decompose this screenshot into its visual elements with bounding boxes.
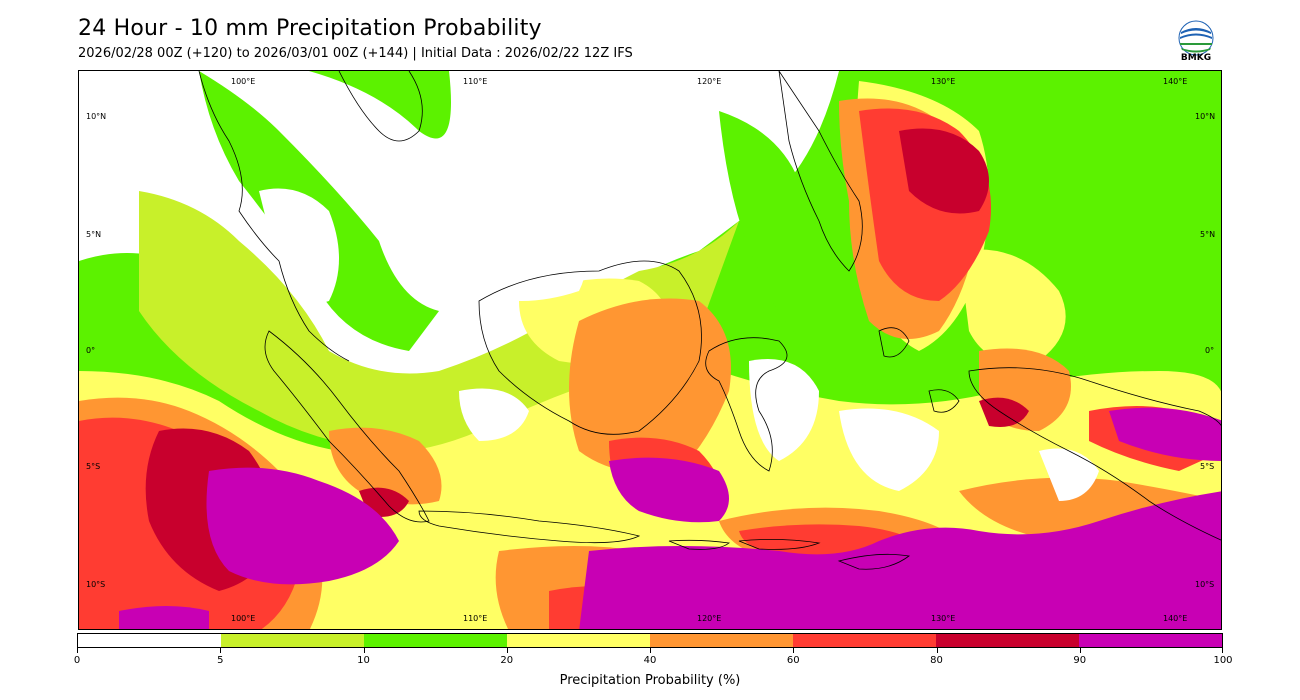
colorbar-tick-label: 20 [500,655,514,666]
map-canvas: 100°E 110°E 120°E 130°E 140°E 100°E 110°… [79,71,1221,629]
colorbar-tick-label: 5 [217,655,224,666]
lon-label-top: 100°E [231,77,255,86]
lat-label-right: 5°S [1200,462,1214,471]
map-subtitle: 2026/02/28 00Z (+120) to 2026/03/01 00Z … [78,46,633,61]
colorbar-tick [936,648,938,653]
colorbar-tick [1079,648,1081,653]
lat-label-right: 10°N [1195,112,1215,121]
lon-label-top: 130°E [931,77,955,86]
colorbar-tick-label: 90 [1073,655,1087,666]
colorbar-tick-label: 40 [643,655,657,666]
colorbar-segment [221,634,364,647]
colorbar-tick [363,648,365,653]
colorbar-segment [364,634,507,647]
lon-label-bottom: 140°E [1163,614,1187,623]
bmkg-logo-text: BMKG [1180,53,1212,63]
colorbar-segment [936,634,1079,647]
probability-colorbar [77,633,1223,648]
lat-label-right: 5°N [1200,230,1215,239]
colorbar-tick [220,648,222,653]
probability-field [79,71,1221,629]
colorbar-tick [506,648,508,653]
lat-label-right: 0° [1205,346,1214,355]
coastlines [198,71,1221,570]
probability-map[interactable]: 100°E 110°E 120°E 130°E 140°E 100°E 110°… [78,70,1222,630]
lat-label-left: 5°S [86,462,100,471]
lon-label-top: 110°E [463,77,487,86]
map-title: 24 Hour - 10 mm Precipitation Probabilit… [78,16,542,41]
colorbar-tick-label: 10 [357,655,370,666]
colorbar-segment [793,634,936,647]
colorbar-title: Precipitation Probability (%) [559,673,741,688]
lat-label-left: 0° [86,346,95,355]
lon-label-bottom: 100°E [231,614,255,623]
graticule-labels: 100°E 110°E 120°E 130°E 140°E 100°E 110°… [86,77,1215,623]
colorbar-segment [1079,634,1222,647]
lat-label-left: 10°N [86,112,106,121]
colorbar-tick [650,648,651,653]
colorbar-tick-label: 0 [73,655,81,666]
colorbar-tick-label: 80 [930,655,943,666]
lon-label-bottom: 120°E [697,614,721,623]
colorbar-segment [507,634,650,647]
lon-label-bottom: 130°E [931,614,955,623]
bmkg-logo-icon [1178,20,1214,56]
lat-label-right: 10°S [1195,580,1214,589]
colorbar-tick [793,648,795,653]
lon-label-bottom: 110°E [463,614,487,623]
lat-label-left: 5°N [86,230,101,239]
colorbar-tick-label: 60 [786,655,800,666]
colorbar-segment [650,634,793,647]
lon-label-top: 140°E [1163,77,1187,86]
colorbar-tick [1222,648,1223,653]
lat-label-left: 10°S [86,580,105,589]
colorbar-tick [77,648,78,653]
colorbar-segment [78,634,221,647]
lon-label-top: 120°E [697,77,721,86]
colorbar-tick-label: 100 [1213,655,1233,666]
